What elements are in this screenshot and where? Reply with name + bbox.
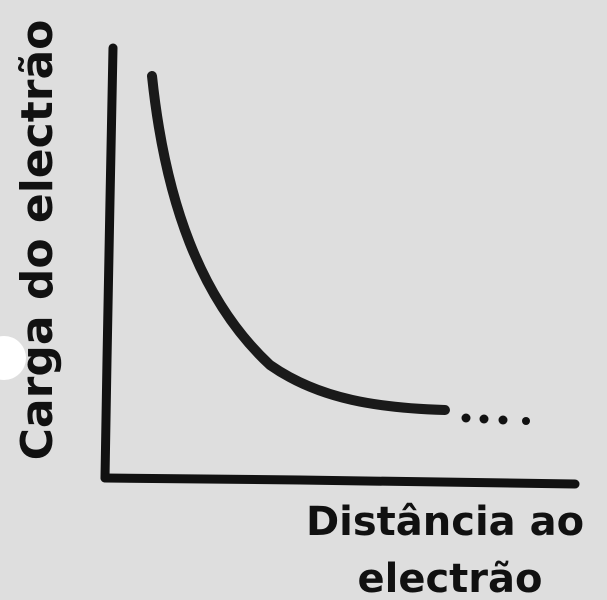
x-axis-label-line: electrão [358,556,543,600]
y-axis-label: Carga do electrão [12,20,63,461]
x-axis [105,478,575,484]
dot [522,417,530,425]
x-axis-label-line: Distância ao [306,499,584,545]
dot [499,416,508,425]
dot [462,414,471,423]
dot [480,415,489,424]
page: {"y_axis_label": "Carga do electrão", "x… [0,0,607,600]
sketch: Carga do electrão Distância ao electrão [0,0,607,600]
